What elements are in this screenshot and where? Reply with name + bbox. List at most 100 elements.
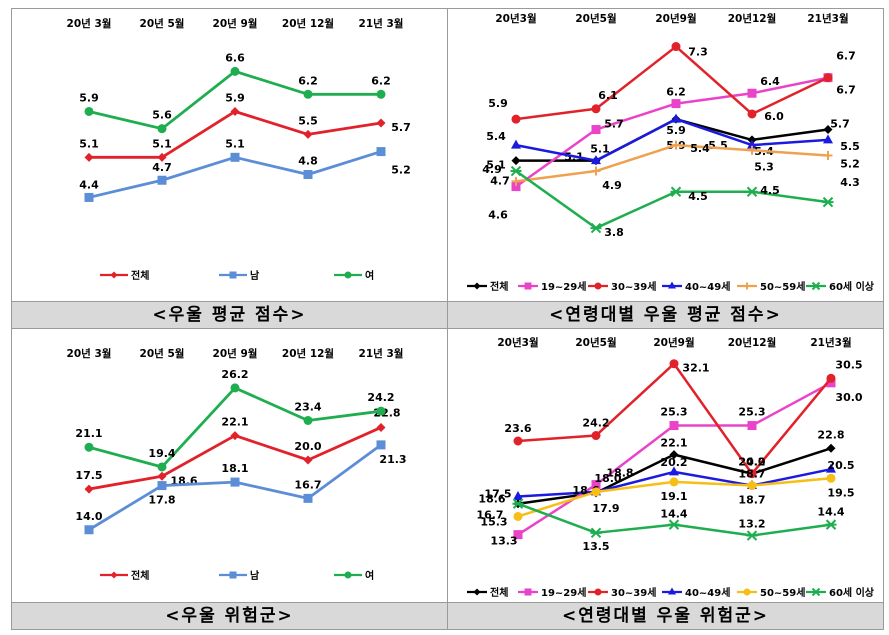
data-label: 7.3 xyxy=(688,46,708,59)
data-point xyxy=(591,487,601,497)
legend-marker xyxy=(344,571,352,579)
category-label: 20년12월 xyxy=(728,336,777,349)
data-point xyxy=(376,89,386,99)
data-point xyxy=(230,106,240,116)
series: 5.1 5.1 5.9 5.5 5.7 xyxy=(79,91,411,162)
data-label: 16.7 xyxy=(294,478,321,491)
data-label: 18.0 xyxy=(594,472,621,485)
series: 23.6 24.2 32.1 24.2 30.5 xyxy=(504,358,863,479)
x-axis-categories: 20년3월 20년5월 20년9월 20년12월 21년3월 xyxy=(497,336,851,349)
data-label: 4.9 xyxy=(482,163,502,176)
data-label: 5.7 xyxy=(604,118,624,131)
data-point xyxy=(591,480,601,490)
legend-label: 40~49세 xyxy=(685,280,730,293)
data-point xyxy=(826,443,836,453)
category-label: 20년 12월 xyxy=(282,17,334,30)
data-label: 30.0 xyxy=(835,391,862,404)
data-label: 26.2 xyxy=(221,368,248,381)
category-label: 20년12월 xyxy=(728,12,777,25)
chart-panel-avg-score: 20년 3월 20년 5월 20년 9월 20년 12월 21년 3월 5.1 5.1 5.9… xyxy=(11,8,448,329)
data-point xyxy=(823,73,833,83)
category-label: 21년 3월 xyxy=(359,17,404,30)
data-point xyxy=(84,442,94,452)
data-point xyxy=(230,477,240,487)
chart-title: <우울 위험군> xyxy=(12,602,447,629)
data-label: 5.7 xyxy=(830,118,850,131)
data-label: 6.2 xyxy=(371,74,391,87)
category-label: 20년 3월 xyxy=(67,17,112,30)
data-point xyxy=(671,113,681,123)
data-point xyxy=(376,422,386,432)
legend-label: 40~49세 xyxy=(685,586,730,599)
data-point xyxy=(511,182,521,192)
data-point xyxy=(591,104,601,114)
data-point xyxy=(84,152,94,162)
legend-label: 30~39세 xyxy=(611,586,656,599)
data-label: 23.4 xyxy=(294,400,321,413)
data-label: 13.5 xyxy=(582,540,609,553)
data-label: 4.6 xyxy=(488,209,508,222)
data-label: 5.1 xyxy=(590,143,610,156)
category-label: 20년 12월 xyxy=(282,347,334,360)
data-label: 14.4 xyxy=(817,506,844,519)
category-label: 20년9월 xyxy=(653,336,694,349)
data-label: 30.5 xyxy=(835,358,862,371)
legend-marker xyxy=(524,588,532,596)
data-label: 13.3 xyxy=(490,535,517,548)
legend-marker xyxy=(344,271,352,279)
legend-label: 전체 xyxy=(131,269,149,282)
legend-label: 30~39세 xyxy=(611,280,656,293)
data-label: 16.7 xyxy=(476,509,503,522)
legend: 전체 19~29세 30~39세 40~49세 50~59세 60세 이상 xyxy=(467,586,875,599)
data-point xyxy=(303,89,313,99)
data-label: 18.7 xyxy=(738,494,765,507)
series: 15.3 18.0 19.1 18.7 19.5 xyxy=(480,472,854,529)
legend-marker xyxy=(811,281,821,291)
category-label: 20년 3월 xyxy=(67,347,112,360)
data-point xyxy=(747,139,757,149)
data-label: 17.9 xyxy=(592,502,619,515)
data-label: 19.4 xyxy=(148,447,175,460)
data-label: 5.5 xyxy=(298,114,318,127)
data-label: 20.5 xyxy=(827,459,854,472)
series-line xyxy=(515,45,829,121)
data-label: 6.2 xyxy=(666,86,686,99)
data-label: 4.5 xyxy=(688,190,708,203)
data-label: 4.7 xyxy=(490,174,510,187)
category-label: 20년5월 xyxy=(575,12,616,25)
data-label: 5.5 xyxy=(840,140,860,153)
legend-marker xyxy=(594,588,602,596)
data-point xyxy=(512,498,524,509)
data-label: 5.1 xyxy=(225,137,245,150)
data-label: 5.2 xyxy=(840,157,860,170)
data-point xyxy=(826,378,836,388)
x-axis-categories: 20년 3월 20년 5월 20년 9월 20년 12월 21년 3월 xyxy=(67,347,404,360)
series: 5.45.15.95.4 5.5 xyxy=(486,113,860,165)
legend-label: 19~29세 xyxy=(541,586,586,599)
series: 4.7 4.9 5.4 5.3 5.2 xyxy=(490,140,860,192)
data-point xyxy=(670,186,682,197)
category-label: 21년 3월 xyxy=(359,347,404,360)
data-point xyxy=(230,152,240,162)
data-point xyxy=(747,481,757,491)
category-label: 20년3월 xyxy=(495,12,536,25)
data-point xyxy=(590,222,602,234)
data-label: 6.2 xyxy=(298,74,318,87)
series: 21.1 19.4 26.2 23.4 24.2 xyxy=(75,368,395,472)
data-point xyxy=(511,114,521,124)
data-point xyxy=(230,431,240,441)
legend-marker xyxy=(743,588,751,596)
data-label: 5.9 xyxy=(79,91,99,104)
data-point xyxy=(590,527,602,539)
legend-marker xyxy=(229,271,237,279)
legend-marker xyxy=(110,571,118,579)
data-label: 5.1 xyxy=(79,137,99,150)
data-point xyxy=(825,519,837,530)
data-label: 20.2 xyxy=(660,456,687,469)
data-point xyxy=(303,415,313,425)
data-label: 24.2 xyxy=(367,391,394,404)
data-point xyxy=(671,42,681,52)
data-point xyxy=(303,170,313,180)
series: 4.6 5.7 6.2 6.4 6.7 xyxy=(488,73,856,222)
data-point xyxy=(671,99,681,109)
